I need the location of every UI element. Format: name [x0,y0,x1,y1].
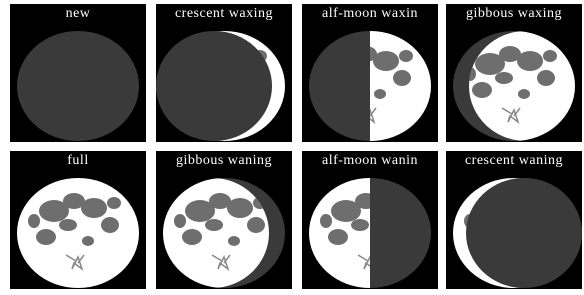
phase-panel: gibbous waning [156,151,292,289]
phase-label: crescent waxing [156,6,292,22]
moon [446,151,582,289]
moon [156,4,292,142]
phase-label: gibbous waxing [446,6,582,22]
phase-label: full [10,153,146,169]
moon [302,151,438,289]
phase-label: alf-moon wanin [302,153,438,169]
phase-panel: crescent waning [446,151,582,289]
phase-panel: full [10,151,146,289]
phase-label: new [10,6,146,22]
phase-label: gibbous waning [156,153,292,169]
moon [10,151,146,289]
phase-panel: gibbous waxing [446,4,582,142]
moon [10,4,146,142]
phase-panel: new [10,4,146,142]
moon [156,151,292,289]
phase-label: crescent waning [446,153,582,169]
moon [446,4,582,142]
moon [302,4,438,142]
moon-phases-diagram: new crescent waxing alf-moon waxin gibbous … [0,0,584,295]
phase-label: alf-moon waxin [302,6,438,22]
phase-panel: alf-moon waxin [302,4,438,142]
phase-panel: alf-moon wanin [302,151,438,289]
phase-panel: crescent waxing [156,4,292,142]
